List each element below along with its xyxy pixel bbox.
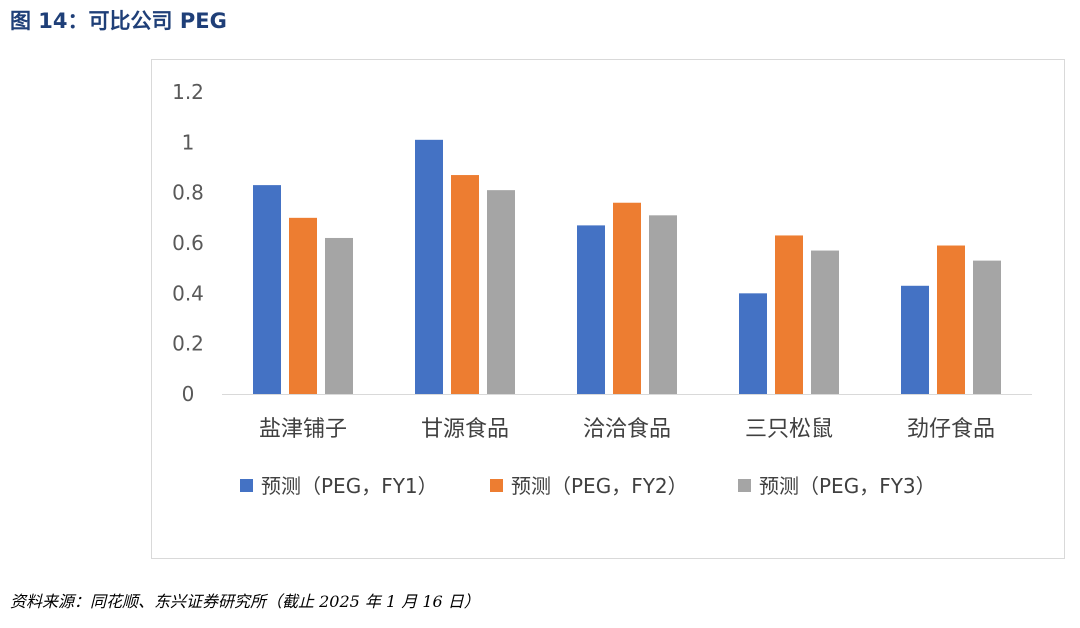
figure-title: 图 14：可比公司 PEG (10, 9, 227, 33)
y-tick-label: 0.8 (172, 181, 204, 205)
legend-label: 预测（PEG，FY3） (759, 474, 936, 498)
y-tick-label: 1 (182, 130, 195, 154)
x-category-label: 洽洽食品 (583, 417, 671, 442)
x-category-label: 三只松鼠 (745, 417, 833, 442)
y-tick-label: 0 (182, 382, 195, 406)
bar-2 (775, 235, 803, 394)
bar-2 (451, 175, 479, 394)
legend-label: 预测（PEG，FY2） (511, 474, 688, 498)
y-tick-label: 1.2 (172, 80, 204, 104)
bar-chart: 0 0.2 0.4 0.6 0.8 1 1.2 盐津铺子 甘源食品 洽洽食品 三只松鼠 劲仔食品预测（… (172, 80, 1032, 498)
bar-2 (937, 245, 965, 394)
bar-2 (289, 217, 317, 394)
bar-3 (811, 250, 839, 394)
source-note: 资料来源：同花顺、东兴证券研究所（截止 2025 年 1 月 16 日） (10, 592, 480, 611)
bar-1 (415, 139, 443, 394)
bar-2 (613, 202, 641, 394)
bar-3 (325, 237, 353, 394)
y-tick-label: 0.4 (172, 281, 204, 305)
bar-1 (577, 225, 605, 394)
x-category-label: 甘源食品 (421, 417, 509, 442)
x-category-label: 劲仔食品 (907, 417, 995, 442)
x-category-label: 盐津铺子 (259, 417, 347, 442)
bar-1 (253, 185, 281, 394)
legend-swatch (490, 479, 503, 492)
bar-3 (649, 215, 677, 394)
bar-3 (973, 260, 1001, 394)
legend-swatch (738, 479, 751, 492)
legend-swatch (240, 479, 253, 492)
bar-1 (739, 293, 767, 394)
chart-frame: 0 0.2 0.4 0.6 0.8 1 1.2 盐津铺子 甘源食品 洽洽食品 三只松鼠 劲仔食品预测（… (151, 59, 1065, 559)
y-tick-label: 0.2 (172, 332, 204, 356)
bar-1 (901, 285, 929, 394)
legend-label: 预测（PEG，FY1） (261, 474, 438, 498)
bar-3 (487, 190, 515, 394)
y-tick-label: 0.6 (172, 231, 204, 255)
